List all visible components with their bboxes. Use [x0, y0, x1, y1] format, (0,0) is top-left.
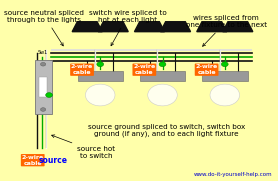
- Bar: [202, 71, 247, 81]
- Circle shape: [159, 62, 166, 67]
- Text: 2-wire
cable: 2-wire cable: [22, 155, 44, 166]
- Text: switch wire spliced to
hot at each light: switch wire spliced to hot at each light: [89, 10, 166, 46]
- Circle shape: [46, 93, 53, 97]
- Text: 2-wire
cable: 2-wire cable: [133, 64, 155, 75]
- Text: source: source: [39, 156, 68, 165]
- Text: Sw1: Sw1: [38, 50, 48, 55]
- Bar: [78, 71, 123, 81]
- Polygon shape: [72, 22, 102, 32]
- Polygon shape: [160, 22, 190, 32]
- Bar: [35, 60, 51, 114]
- Ellipse shape: [85, 84, 115, 106]
- Text: source neutral spliced
through to the lights: source neutral spliced through to the li…: [4, 10, 85, 46]
- Ellipse shape: [148, 84, 177, 106]
- Circle shape: [41, 108, 46, 111]
- Circle shape: [221, 62, 228, 67]
- Polygon shape: [98, 22, 128, 32]
- Text: www.do-it-yourself-help.com: www.do-it-yourself-help.com: [194, 172, 273, 177]
- Text: 2-wire
cable: 2-wire cable: [71, 64, 93, 75]
- Bar: [140, 71, 185, 81]
- Bar: [39, 77, 47, 97]
- Text: wires spliced from
one fixture to the next: wires spliced from one fixture to the ne…: [185, 15, 267, 46]
- Circle shape: [97, 62, 104, 67]
- Text: source ground spliced to switch, switch box
ground (if any), and to each light f: source ground spliced to switch, switch …: [88, 124, 245, 137]
- Polygon shape: [135, 22, 165, 32]
- Text: source hot
to switch: source hot to switch: [52, 135, 115, 159]
- Polygon shape: [223, 22, 253, 32]
- Text: 2-wire
cable: 2-wire cable: [195, 64, 218, 75]
- Circle shape: [41, 62, 46, 66]
- Polygon shape: [197, 22, 227, 32]
- Ellipse shape: [210, 84, 240, 106]
